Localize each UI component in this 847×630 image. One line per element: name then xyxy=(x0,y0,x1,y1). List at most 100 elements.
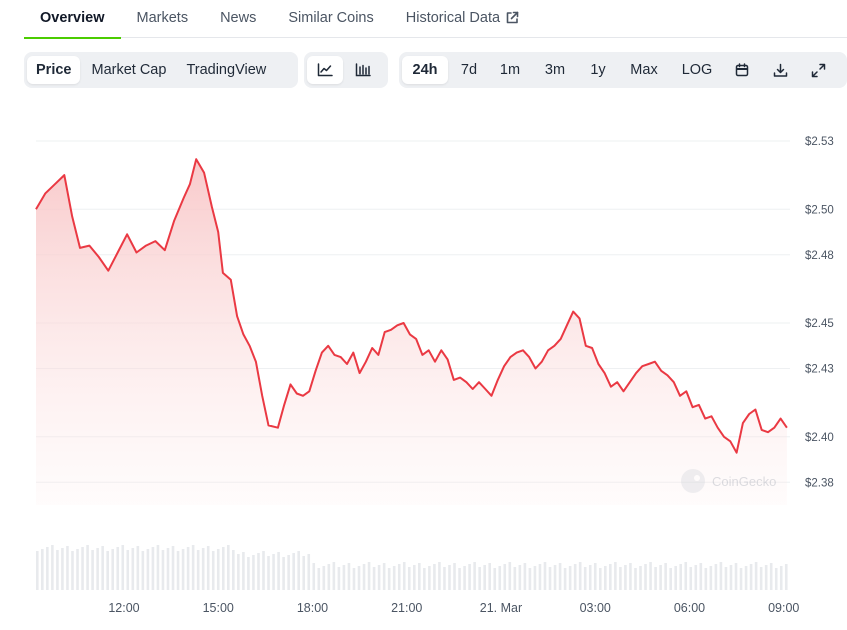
volume-bar xyxy=(413,565,416,590)
y-tick-label: $2.38 xyxy=(805,477,834,489)
volume-bar xyxy=(674,566,677,590)
volume-bar xyxy=(573,564,577,590)
volume-bar xyxy=(247,557,250,590)
line-chart-button[interactable] xyxy=(307,56,343,84)
y-axis-labels: $2.38 $2.40 $2.43 $2.45 $2.48 $2.50 $2.53 xyxy=(805,136,834,489)
volume-bar xyxy=(784,564,788,590)
volume-bar xyxy=(624,565,627,590)
volume-bar xyxy=(433,564,436,590)
volume-bar xyxy=(498,566,502,590)
volume-bar xyxy=(96,548,99,590)
volume-bar xyxy=(302,556,306,590)
volume-bar xyxy=(533,566,537,590)
tab-bar: Overview Markets News Similar Coins Hist… xyxy=(24,0,847,39)
range-1y-button[interactable]: 1y xyxy=(590,62,606,78)
volume-bar xyxy=(518,565,522,590)
volume-bar xyxy=(111,549,114,590)
volume-bar xyxy=(614,562,617,590)
volume-bar xyxy=(377,565,381,590)
y-tick-label: $2.50 xyxy=(805,204,834,216)
price-view-button[interactable]: Price xyxy=(27,56,81,84)
calendar-icon xyxy=(735,63,749,77)
volume-bar xyxy=(66,546,69,590)
y-tick-label: $2.43 xyxy=(805,364,834,376)
volume-bar xyxy=(131,548,135,590)
volume-bar xyxy=(56,550,59,590)
volume-bar xyxy=(428,566,431,590)
date-range-button[interactable] xyxy=(724,56,760,84)
volume-bar xyxy=(322,566,326,590)
volume-bar xyxy=(407,567,411,590)
volume-bar xyxy=(639,566,642,590)
volume-bar xyxy=(664,563,667,590)
volume-bar xyxy=(568,566,572,590)
watermark-text: CoinGecko xyxy=(712,474,776,489)
volume-bar xyxy=(206,546,210,590)
volume-bar xyxy=(166,548,170,590)
y-tick-label: $2.53 xyxy=(805,136,834,148)
volume-bar xyxy=(488,563,491,590)
volume-bar xyxy=(382,563,386,590)
volume-bar xyxy=(181,549,185,590)
tradingview-view-button[interactable]: TradingView xyxy=(186,62,267,78)
candlestick-chart-button[interactable] xyxy=(345,56,381,84)
volume-bar xyxy=(151,547,155,590)
volume-bar xyxy=(503,564,507,590)
volume-bar xyxy=(397,564,401,590)
price-line xyxy=(35,158,788,454)
volume-bar xyxy=(211,551,215,590)
tab-news-label: News xyxy=(220,10,257,26)
x-tick-label: 12:00 xyxy=(108,601,139,615)
volume-bar xyxy=(543,562,547,590)
volume-bar xyxy=(221,547,225,590)
tab-markets-label: Markets xyxy=(136,10,189,26)
tab-overview[interactable]: Overview xyxy=(24,0,121,39)
fullscreen-button[interactable] xyxy=(800,56,836,84)
volume-bar xyxy=(443,567,446,590)
volume-bar xyxy=(593,563,597,590)
volume-bar xyxy=(61,548,64,590)
volume-bar xyxy=(729,565,733,590)
volume-bar xyxy=(337,567,341,590)
volume-bar xyxy=(357,566,361,590)
volume-bar xyxy=(156,545,160,590)
volume-bar xyxy=(227,545,230,590)
log-scale-button[interactable]: LOG xyxy=(681,62,713,78)
volume-bar xyxy=(191,545,195,590)
range-max-button[interactable]: Max xyxy=(630,62,658,78)
volume-bar xyxy=(749,564,753,590)
range-7d-button[interactable]: 7d xyxy=(460,62,478,78)
x-tick-label: 18:00 xyxy=(297,601,328,615)
volume-bar xyxy=(392,566,396,590)
volume-bar xyxy=(528,568,532,590)
range-1m-button[interactable]: 1m xyxy=(499,62,521,78)
tab-historical-data[interactable]: Historical Data xyxy=(390,0,535,38)
download-button[interactable] xyxy=(762,56,798,84)
tab-similar-coins[interactable]: Similar Coins xyxy=(272,0,389,38)
volume-bar xyxy=(141,551,145,590)
volume-bar xyxy=(448,565,451,590)
volume-bar xyxy=(387,568,391,590)
range-24h-button[interactable]: 24h xyxy=(402,56,448,84)
volume-bar xyxy=(277,552,280,590)
volume-bar xyxy=(619,567,622,590)
price-chart[interactable]: CoinGecko $2.38 $2.40 $2.43 $2.45 $2.48 $2.50… xyxy=(0,100,847,630)
volume-bar xyxy=(71,551,74,590)
volume-bars xyxy=(36,545,788,590)
volume-bar xyxy=(237,554,240,590)
tab-markets[interactable]: Markets xyxy=(121,0,205,38)
volume-bar xyxy=(297,551,300,590)
tab-news[interactable]: News xyxy=(204,0,272,38)
volume-bar xyxy=(327,564,331,590)
range-3m-button[interactable]: 3m xyxy=(544,62,566,78)
volume-bar xyxy=(759,567,763,590)
volume-bar xyxy=(257,553,260,590)
market-cap-view-button[interactable]: Market Cap xyxy=(91,62,167,78)
x-tick-label: 06:00 xyxy=(674,601,705,615)
volume-bar xyxy=(458,568,461,590)
tab-historical-data-label: Historical Data xyxy=(405,10,501,26)
volume-bar xyxy=(779,566,783,590)
coingecko-watermark: CoinGecko xyxy=(681,469,776,493)
volume-bar xyxy=(453,563,456,590)
volume-bar xyxy=(232,550,235,590)
